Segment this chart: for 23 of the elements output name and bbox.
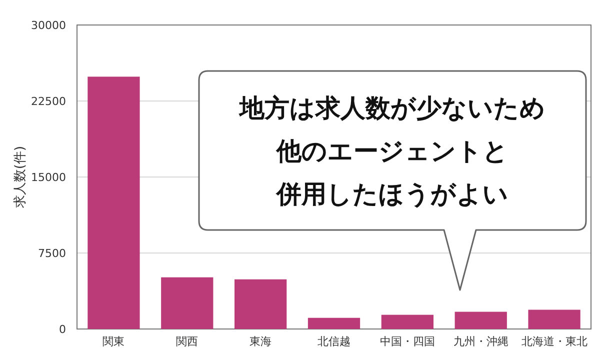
annotation: 他のエージェントと [276,136,508,166]
bar [454,312,507,329]
x-tick-label: 関西 [176,335,198,348]
bar [88,76,140,329]
x-tick-label: 北海道・東北 [521,335,588,348]
bar [308,318,360,329]
y-tick-label: 0 [59,323,66,336]
bar [161,277,214,329]
x-tick-label: 東海 [250,335,272,348]
x-tick-label: 中国・四国 [380,335,435,348]
x-tick-label: 関東 [102,335,125,348]
annotation: 地方は求人数が少ないため [238,94,546,122]
y-axis-title: 求人数(件) [13,146,28,208]
bar [528,310,580,329]
bar [234,279,287,329]
annotation: 併用したほうがよい [276,180,508,208]
x-tick-label: 九州・沖縄 [453,335,508,348]
bar [381,314,434,329]
y-tick-label: 15000 [31,171,66,184]
y-tick-label: 30000 [31,19,66,32]
y-tick-label: 22500 [31,95,66,108]
y-tick-label: 7500 [38,247,66,260]
x-tick-label: 北信越 [318,335,350,348]
